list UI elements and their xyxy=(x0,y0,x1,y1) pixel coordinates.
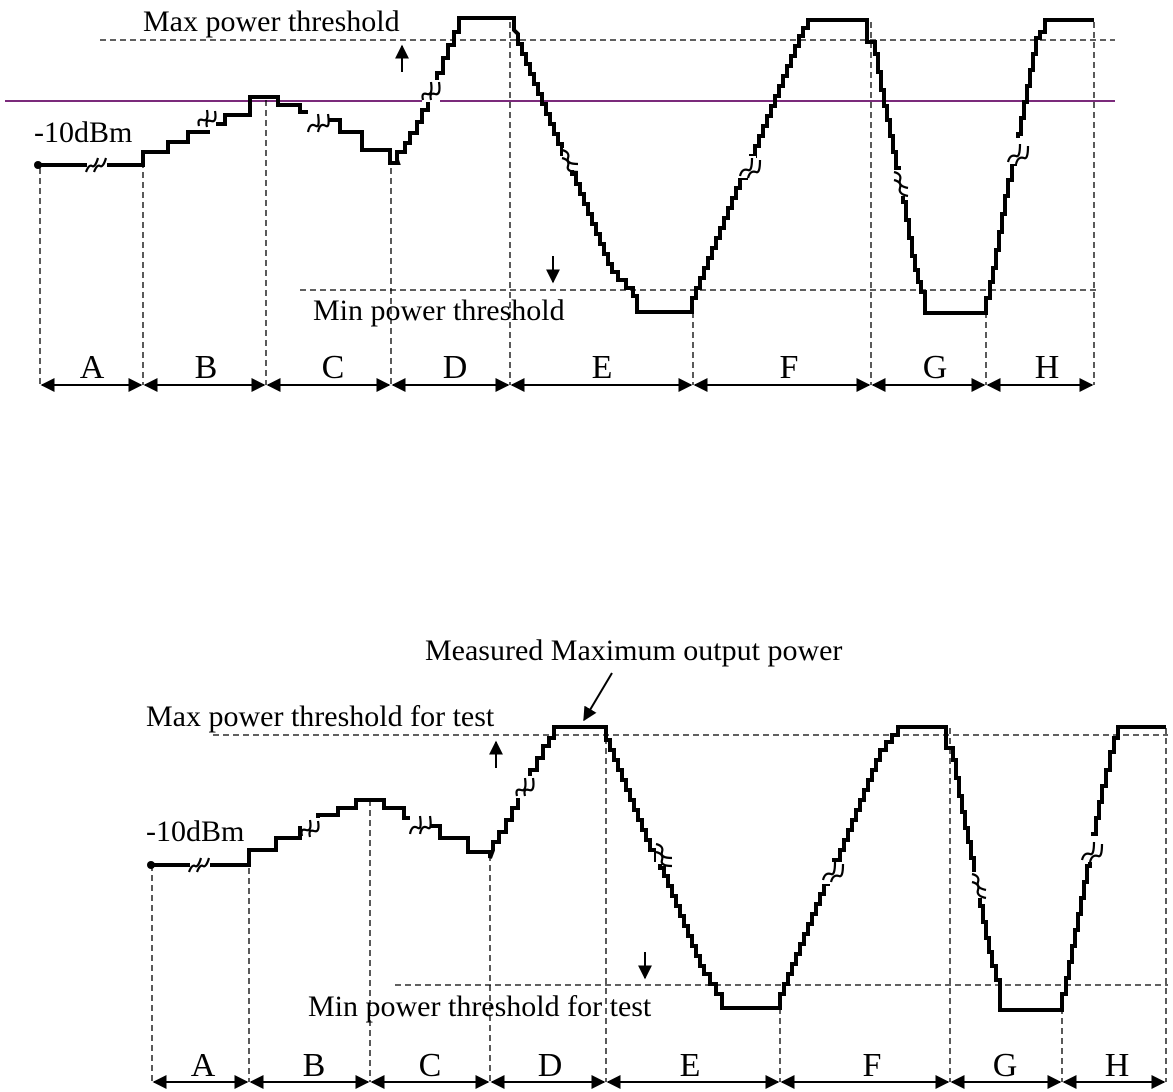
bottom-segment-label-a: A xyxy=(191,1047,216,1084)
top-power-trace xyxy=(34,16,1094,315)
bottom-segment-label-h: H xyxy=(1105,1047,1130,1084)
top-segment-label-g: G xyxy=(923,349,948,386)
bottom-measured-label: Measured Maximum output power xyxy=(425,634,842,667)
top-diagram: A B C D E F G H xyxy=(5,5,1115,392)
bottom-max-label: Max power threshold for test xyxy=(146,700,495,733)
bottom-start-level: -10dBm xyxy=(146,815,244,848)
bottom-segment-label-e: E xyxy=(680,1047,701,1084)
bottom-segment-label-f: F xyxy=(863,1047,882,1084)
top-segment-label-d: D xyxy=(443,349,468,386)
bottom-segment-label-b: B xyxy=(303,1047,326,1084)
bottom-min-label: Min power threshold for test xyxy=(308,990,652,1023)
top-segment-labels: A B C D E F G H xyxy=(80,349,1060,386)
top-segment-label-f: F xyxy=(780,349,799,386)
bottom-segment-label-g: G xyxy=(993,1047,1018,1084)
top-segment-label-c: C xyxy=(322,349,345,386)
bottom-segment-label-c: C xyxy=(419,1047,442,1084)
bottom-diagram: A B C D E F G H xyxy=(146,634,1168,1089)
top-min-label: Min power threshold xyxy=(313,294,565,327)
top-segment-label-e: E xyxy=(592,349,613,386)
top-start-level: -10dBm xyxy=(34,116,132,149)
bottom-measured-arrow xyxy=(583,672,613,722)
top-segment-guides xyxy=(39,22,1095,385)
bottom-segment-guides xyxy=(151,728,1167,1082)
bottom-power-trace xyxy=(147,725,1166,1012)
top-segment-label-h: H xyxy=(1035,349,1060,386)
bottom-segment-labels: A B C D E F G H xyxy=(191,1047,1130,1084)
top-max-label: Max power threshold xyxy=(143,5,400,38)
bottom-segment-label-d: D xyxy=(538,1047,563,1084)
top-segment-label-a: A xyxy=(80,349,105,386)
top-segment-label-b: B xyxy=(195,349,218,386)
